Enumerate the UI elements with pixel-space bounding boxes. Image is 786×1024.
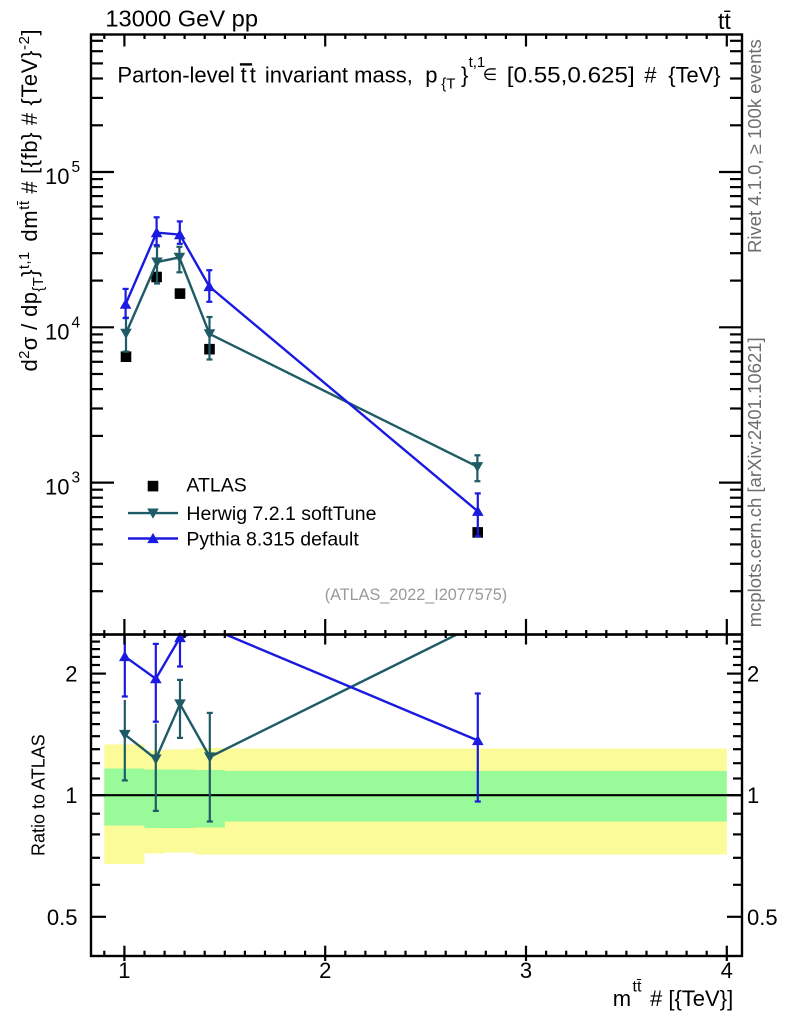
svg-text:{T: {T xyxy=(441,76,455,93)
svg-text:[0.55,0.625]: [0.55,0.625] xyxy=(507,62,635,87)
svg-text:invariant mass,: invariant mass, xyxy=(265,62,413,87)
svg-text:0.5: 0.5 xyxy=(747,905,778,930)
svg-text:tt: tt xyxy=(241,62,259,87)
svg-text:Parton-level: Parton-level xyxy=(117,62,234,87)
svg-text:#: # xyxy=(644,62,657,87)
svg-text:Ratio to ATLAS: Ratio to ATLAS xyxy=(29,734,49,856)
svg-text:4: 4 xyxy=(72,314,81,331)
svg-text:10: 10 xyxy=(45,475,69,500)
svg-text:4: 4 xyxy=(721,958,733,983)
svg-text:1: 1 xyxy=(65,783,77,808)
svg-text:13000 GeV pp: 13000 GeV pp xyxy=(105,6,258,32)
svg-text:d2σ / dp{T}t,1: d2σ / dp{T}t,1 xyxy=(16,251,47,371)
svg-text:∈: ∈ xyxy=(483,66,497,84)
svg-text:(ATLAS_2022_I2077575): (ATLAS_2022_I2077575) xyxy=(325,586,507,604)
svg-text:{TeV}: {TeV} xyxy=(668,62,720,87)
svg-text:tt̄: tt̄ xyxy=(633,979,642,996)
svg-text:p: p xyxy=(425,62,437,87)
svg-text:Pythia 8.315 default: Pythia 8.315 default xyxy=(186,529,359,551)
svg-text:mcplots.cern.ch [arXiv:2401.10: mcplots.cern.ch [arXiv:2401.10621] xyxy=(744,337,765,627)
svg-text:5: 5 xyxy=(72,159,81,176)
svg-text:10: 10 xyxy=(45,319,69,344)
svg-text:tt̄: tt̄ xyxy=(718,8,731,34)
svg-text:2: 2 xyxy=(65,662,77,687)
svg-text:2: 2 xyxy=(319,958,331,983)
svg-text:1: 1 xyxy=(118,958,130,983)
svg-text:3: 3 xyxy=(520,958,532,983)
svg-text:Herwig 7.2.1 softTune: Herwig 7.2.1 softTune xyxy=(186,503,376,525)
svg-text:0.5: 0.5 xyxy=(47,905,78,930)
svg-text:# [{TeV}]: # [{TeV}] xyxy=(650,986,733,1011)
svg-text:10: 10 xyxy=(45,164,69,189)
svg-text:}: } xyxy=(461,62,468,87)
svg-text:ATLAS: ATLAS xyxy=(186,474,246,496)
svg-text:Rivet 4.1.0, ≥ 100k events: Rivet 4.1.0, ≥ 100k events xyxy=(744,39,765,253)
svg-text:2: 2 xyxy=(747,662,759,687)
svg-text:t,1: t,1 xyxy=(469,54,486,71)
svg-text:3: 3 xyxy=(72,470,81,487)
svg-text:1: 1 xyxy=(747,783,759,808)
svg-text:m: m xyxy=(613,986,631,1011)
